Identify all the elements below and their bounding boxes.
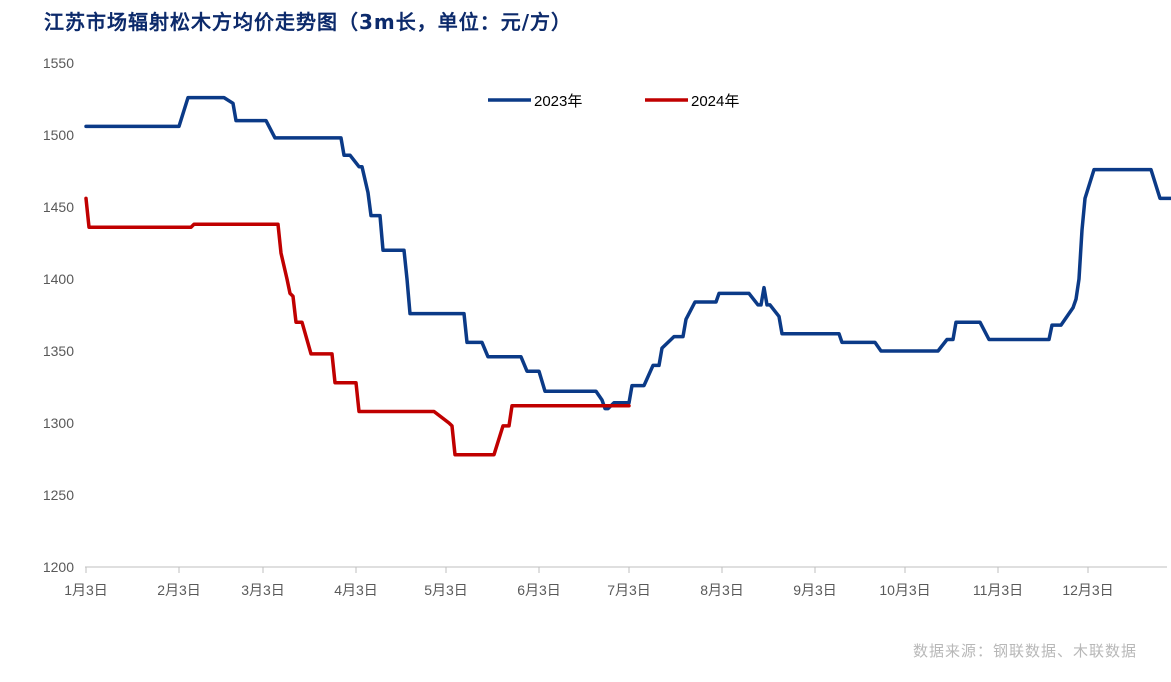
y-tick-label: 1250 [43,487,74,503]
legend-label: 2024年 [691,93,739,110]
y-tick-label: 1200 [43,559,74,575]
series-line-2024 [84,196,631,457]
x-tick-label: 11月3日 [973,582,1023,598]
series-layer [84,95,1171,457]
y-tick-label: 1450 [43,199,74,215]
x-tick-label: 2月3日 [157,582,201,598]
y-tick-label: 1400 [43,271,74,287]
y-tick-label: 1350 [43,343,74,359]
y-tick-label: 1500 [43,127,74,143]
x-tick-label: 10月3日 [879,582,930,598]
legend-label: 2023年 [534,93,582,110]
legend: 2023年 2024年 [488,93,739,110]
x-tick-label: 1月3日 [64,582,108,598]
source-note: 数据来源：钢联数据、木联数据 [912,642,1137,660]
x-tick-label: 7月3日 [607,582,651,598]
y-axis: 1200 1250 1300 1350 1400 1450 1500 1550 [43,55,74,575]
y-tick-label: 1300 [43,415,74,431]
x-tick-label: 12月3日 [1062,582,1113,598]
x-tick-label: 9月3日 [793,582,837,598]
y-tick-label: 1550 [43,55,74,71]
x-tick-label: 5月3日 [424,582,468,598]
x-tick-label: 8月3日 [700,582,744,598]
x-tick-label: 3月3日 [241,582,285,598]
series-line-2023 [84,95,1171,411]
x-tick-label: 6月3日 [517,582,561,598]
x-tick-label: 4月3日 [334,582,378,598]
chart-title: 江苏市场辐射松木方均价走势图（3m长，单位：元/方） [44,10,573,34]
x-axis: 1月3日 2月3日 3月3日 4月3日 5月3日 6月3日 7月3日 8月3日 9月3日 10月3… [64,566,1167,598]
